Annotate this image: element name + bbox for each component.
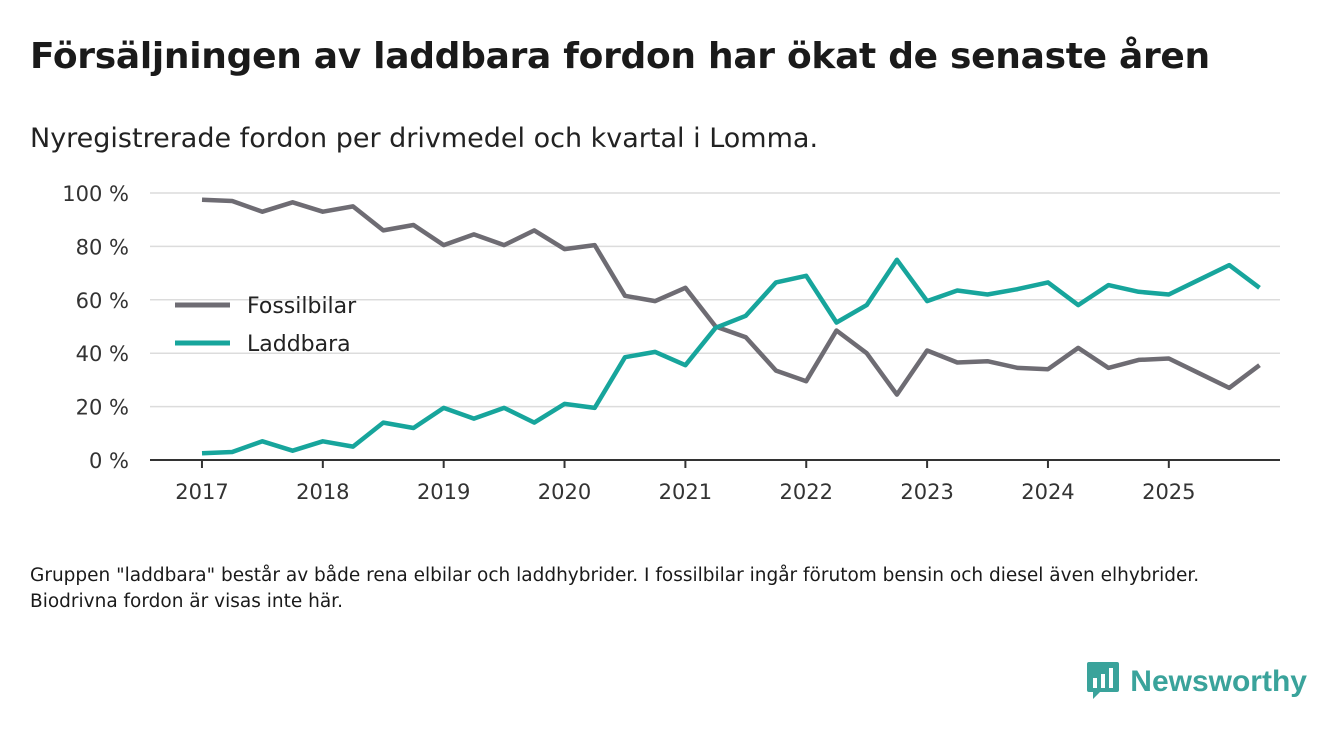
y-tick-label: 40 % — [76, 342, 129, 366]
brand-logo[interactable]: Newsworthy — [1086, 660, 1307, 704]
series-line-fossilbilar — [201, 197, 1261, 397]
chart-title: Försäljningen av laddbara fordon har öka… — [30, 36, 1210, 77]
y-tick-label: 100 % — [62, 182, 129, 206]
legend-label-laddbara: Laddbara — [247, 332, 351, 357]
legend: Fossilbilar Laddbara — [175, 294, 357, 357]
series-line-laddbara — [201, 257, 1261, 456]
x-tick-label: 2019 — [417, 480, 470, 504]
x-tick-label: 2023 — [900, 480, 953, 504]
footnote: Gruppen "laddbara" består av både rena e… — [30, 565, 1200, 612]
x-tick-label: 2025 — [1142, 480, 1195, 504]
y-tick-label: 80 % — [76, 235, 129, 259]
y-tick-label: 0 % — [89, 449, 129, 473]
y-axis-ticks: 0 % 20 % 40 % 60 % 80 % 100 % — [62, 182, 129, 473]
series-lines — [201, 197, 1261, 456]
x-axis-ticks: 2017 2018 2019 2020 2021 2022 2023 2024 2025 — [175, 460, 1196, 504]
legend-label-fossilbilar: Fossilbilar — [247, 294, 357, 319]
x-tick-label: 2020 — [538, 480, 591, 504]
x-tick-label: 2024 — [1021, 480, 1074, 504]
grid-lines — [150, 192, 1280, 461]
bar-chart-icon — [1086, 660, 1120, 704]
y-tick-label: 60 % — [76, 289, 129, 313]
x-tick-label: 2021 — [659, 480, 712, 504]
brand-name: Newsworthy — [1130, 665, 1307, 698]
y-tick-label: 20 % — [76, 396, 129, 420]
chart-subtitle: Nyregistrerade fordon per drivmedel och … — [30, 123, 819, 154]
x-tick-label: 2018 — [296, 480, 349, 504]
x-tick-label: 2017 — [175, 480, 228, 504]
x-tick-label: 2022 — [780, 480, 833, 504]
